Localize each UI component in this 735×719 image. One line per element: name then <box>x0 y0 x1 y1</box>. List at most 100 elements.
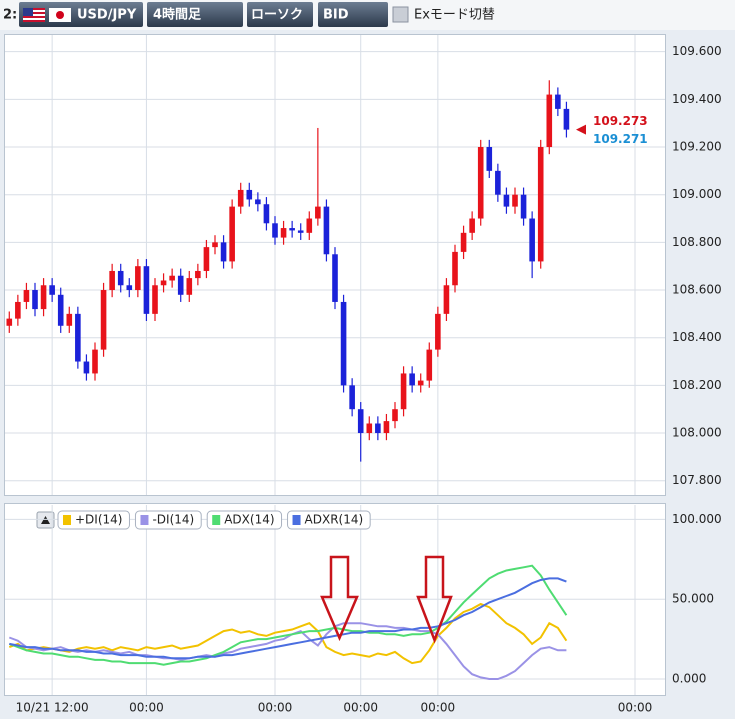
candle-body <box>177 275 184 295</box>
y-tick-label: 109.400 <box>672 92 722 106</box>
indicator-line <box>8 602 568 665</box>
legend-swatch <box>63 515 71 525</box>
timeframe-button[interactable] <box>147 2 243 27</box>
y-tick-label: 108.800 <box>672 235 722 249</box>
candle-body <box>306 218 313 233</box>
legend-box <box>287 510 371 530</box>
y-tick-label: 100.000 <box>672 512 722 526</box>
candle-body <box>92 349 98 374</box>
candle-body <box>135 266 141 291</box>
candle-body <box>315 206 321 219</box>
price-label: 109.271 <box>593 132 648 146</box>
legend-swatch <box>212 515 221 525</box>
y-tick-label: 108.400 <box>672 330 722 344</box>
x-tick-label: 00:00 <box>421 701 456 715</box>
x-tick-label: 10/21 12:00 <box>16 701 89 715</box>
legend-label: -DI(14) <box>152 513 194 527</box>
y-tick-label: 108.600 <box>672 283 722 297</box>
y-tick-label: 108.000 <box>672 426 722 440</box>
legend-item: ADXR(14) <box>287 510 371 530</box>
candle-body <box>246 189 253 200</box>
legend-box <box>206 510 283 530</box>
candle-body <box>100 290 107 350</box>
jp-flag <box>49 8 71 22</box>
ex-mode-label: Exモード切替 <box>414 8 495 23</box>
candle-body <box>383 421 390 434</box>
legend-box <box>57 510 130 530</box>
candle-body <box>220 242 227 262</box>
candle-body <box>495 170 501 195</box>
candle-body <box>486 147 493 171</box>
candle-body <box>529 218 535 262</box>
candle-body <box>297 230 304 233</box>
indicator-line <box>9 577 567 660</box>
candle-body <box>323 206 330 255</box>
legend-swatch <box>140 515 149 525</box>
candle-body <box>400 373 407 410</box>
candle-body <box>32 290 38 310</box>
candle-body <box>6 318 13 326</box>
candle-body <box>555 94 561 109</box>
x-tick-label: 00:00 <box>129 701 164 715</box>
timeframe: 4時間足 <box>153 7 202 23</box>
candle-body <box>109 270 115 291</box>
candle-body <box>512 194 518 207</box>
candle-body <box>212 242 218 248</box>
candle-body <box>272 223 278 238</box>
collapse-icon <box>41 516 50 524</box>
candle-body <box>169 275 175 281</box>
legend-label: ADX(14) <box>224 513 274 527</box>
legend-item: -DI(14) <box>134 510 202 530</box>
x-tick-label: 00:00 <box>258 701 293 715</box>
price-label: 109.273 <box>593 114 648 128</box>
arrow <box>320 555 359 642</box>
legend-label: ADXR(14) <box>305 513 364 527</box>
candle-body <box>229 206 235 262</box>
candle-body <box>477 147 484 219</box>
candle-body <box>375 423 381 434</box>
legend-box <box>134 510 202 530</box>
candle-body <box>126 285 133 291</box>
candle-body <box>443 285 450 314</box>
candle-body <box>280 228 287 238</box>
price-type: BID <box>323 8 349 23</box>
candle-body <box>40 285 47 310</box>
candle-body <box>143 266 150 314</box>
candle-body <box>332 254 338 302</box>
candle-body <box>366 423 373 434</box>
chart-style-button[interactable] <box>247 2 313 27</box>
price-type-button[interactable] <box>318 2 388 27</box>
candle-body <box>537 147 544 262</box>
candle-body <box>66 313 73 326</box>
candle-body <box>435 313 441 350</box>
candle-body <box>49 285 55 295</box>
legend-item: ADX(14) <box>206 510 283 530</box>
candle-body <box>409 373 415 386</box>
y-tick-label: 108.200 <box>672 378 722 392</box>
ex-mode-checkbox[interactable] <box>392 6 409 23</box>
legend-swatch <box>292 515 301 525</box>
indicator-line <box>8 564 568 666</box>
candle-body <box>546 94 553 148</box>
chart-style: ローソク <box>251 8 303 23</box>
candle-body <box>340 301 347 386</box>
candle-body <box>186 278 193 295</box>
candle-body <box>195 270 201 279</box>
y-tick-label: 107.800 <box>672 473 722 487</box>
symbol: USD/JPY <box>77 8 137 23</box>
annotation-arrows <box>320 555 453 644</box>
y-tick-label: 109.000 <box>672 187 722 201</box>
candle-body <box>563 108 570 130</box>
legend <box>36 511 55 529</box>
candle-body <box>417 380 424 386</box>
candle-body <box>469 218 475 233</box>
y-tick-label: 109.200 <box>672 140 722 154</box>
x-tick-label: 00:00 <box>343 701 378 715</box>
candle-body <box>452 251 458 286</box>
y-tick-label: 109.600 <box>672 44 722 58</box>
candle-body <box>83 361 90 374</box>
candle-body <box>520 194 527 219</box>
indicator-line <box>8 622 567 680</box>
window-index: 2: <box>3 8 17 23</box>
